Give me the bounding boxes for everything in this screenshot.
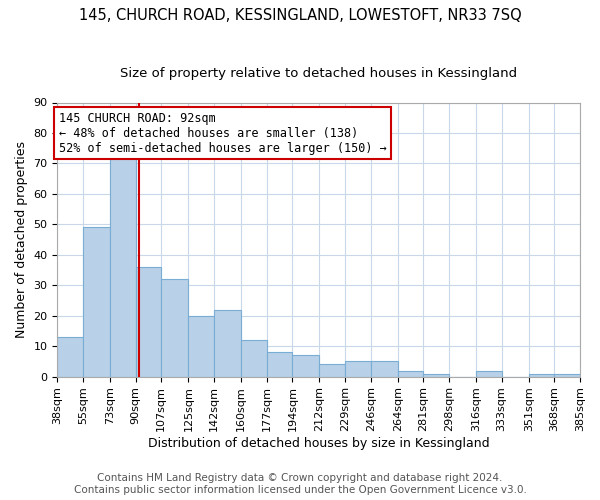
Text: 145 CHURCH ROAD: 92sqm
← 48% of detached houses are smaller (138)
52% of semi-de: 145 CHURCH ROAD: 92sqm ← 48% of detached… bbox=[59, 112, 386, 154]
Bar bbox=[424, 374, 449, 376]
X-axis label: Distribution of detached houses by size in Kessingland: Distribution of detached houses by size … bbox=[148, 437, 490, 450]
Bar bbox=[345, 362, 371, 376]
Bar bbox=[476, 370, 502, 376]
Bar bbox=[319, 364, 345, 376]
Bar bbox=[110, 154, 136, 376]
Bar bbox=[161, 279, 188, 376]
Text: 145, CHURCH ROAD, KESSINGLAND, LOWESTOFT, NR33 7SQ: 145, CHURCH ROAD, KESSINGLAND, LOWESTOFT… bbox=[79, 8, 521, 22]
Bar bbox=[241, 340, 267, 376]
Bar bbox=[554, 374, 580, 376]
Bar bbox=[83, 228, 110, 376]
Bar bbox=[58, 337, 83, 376]
Bar bbox=[214, 310, 241, 376]
Text: Contains HM Land Registry data © Crown copyright and database right 2024.
Contai: Contains HM Land Registry data © Crown c… bbox=[74, 474, 526, 495]
Bar bbox=[371, 362, 398, 376]
Bar bbox=[188, 316, 214, 376]
Bar bbox=[292, 356, 319, 376]
Bar bbox=[398, 370, 424, 376]
Bar bbox=[136, 267, 161, 376]
Title: Size of property relative to detached houses in Kessingland: Size of property relative to detached ho… bbox=[120, 68, 517, 80]
Y-axis label: Number of detached properties: Number of detached properties bbox=[15, 141, 28, 338]
Bar bbox=[267, 352, 292, 376]
Bar bbox=[529, 374, 554, 376]
